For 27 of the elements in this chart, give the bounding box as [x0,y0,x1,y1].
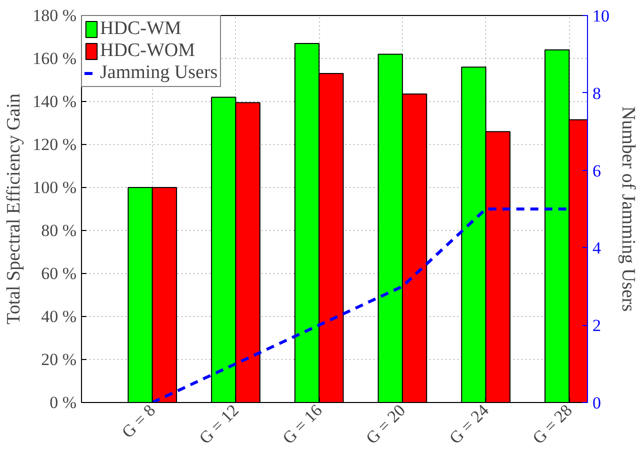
y2-tick-label: 10 [592,6,610,26]
y-tick-label: 20 % [41,350,77,369]
y2-tick-label: 0 [592,394,601,412]
y-tick-label: 40 % [41,307,77,326]
y-tick-label: 60 % [41,264,77,283]
y2-tick-label: 8 [592,84,601,103]
legend-label: HDC-WOM [100,40,195,62]
y-tick-label: 120 % [32,135,77,154]
x-tick-label: G = 20 [362,400,410,448]
x-tick-label: G = 24 [446,400,493,448]
y2-tick-label: 6 [592,161,601,180]
x-tick-label: G = 12 [196,400,242,448]
y2-axis-title: Number of Jamming Users [618,106,638,312]
y-tick-label: 100 % [32,178,77,197]
legend-label: Jamming Users [100,62,218,84]
x-tick-label: G = 16 [278,400,326,448]
y2-tick-label: 2 [592,316,601,336]
y-tick-label: 140 % [32,92,77,111]
y-tick-label: 80 % [41,221,77,240]
x-tick-label: G = 28 [528,400,576,448]
x-tick-label: G = 8 [118,400,160,442]
y-tick-label: 0 % [50,393,77,412]
y-tick-label: 160 % [32,49,77,68]
y-axis-title: Total Spectral Efficiency Gain [4,93,25,324]
y2-tick-label: 4 [592,238,602,258]
legend-label: HDC-WM [100,18,182,40]
y-tick-label: 180 % [32,6,77,25]
